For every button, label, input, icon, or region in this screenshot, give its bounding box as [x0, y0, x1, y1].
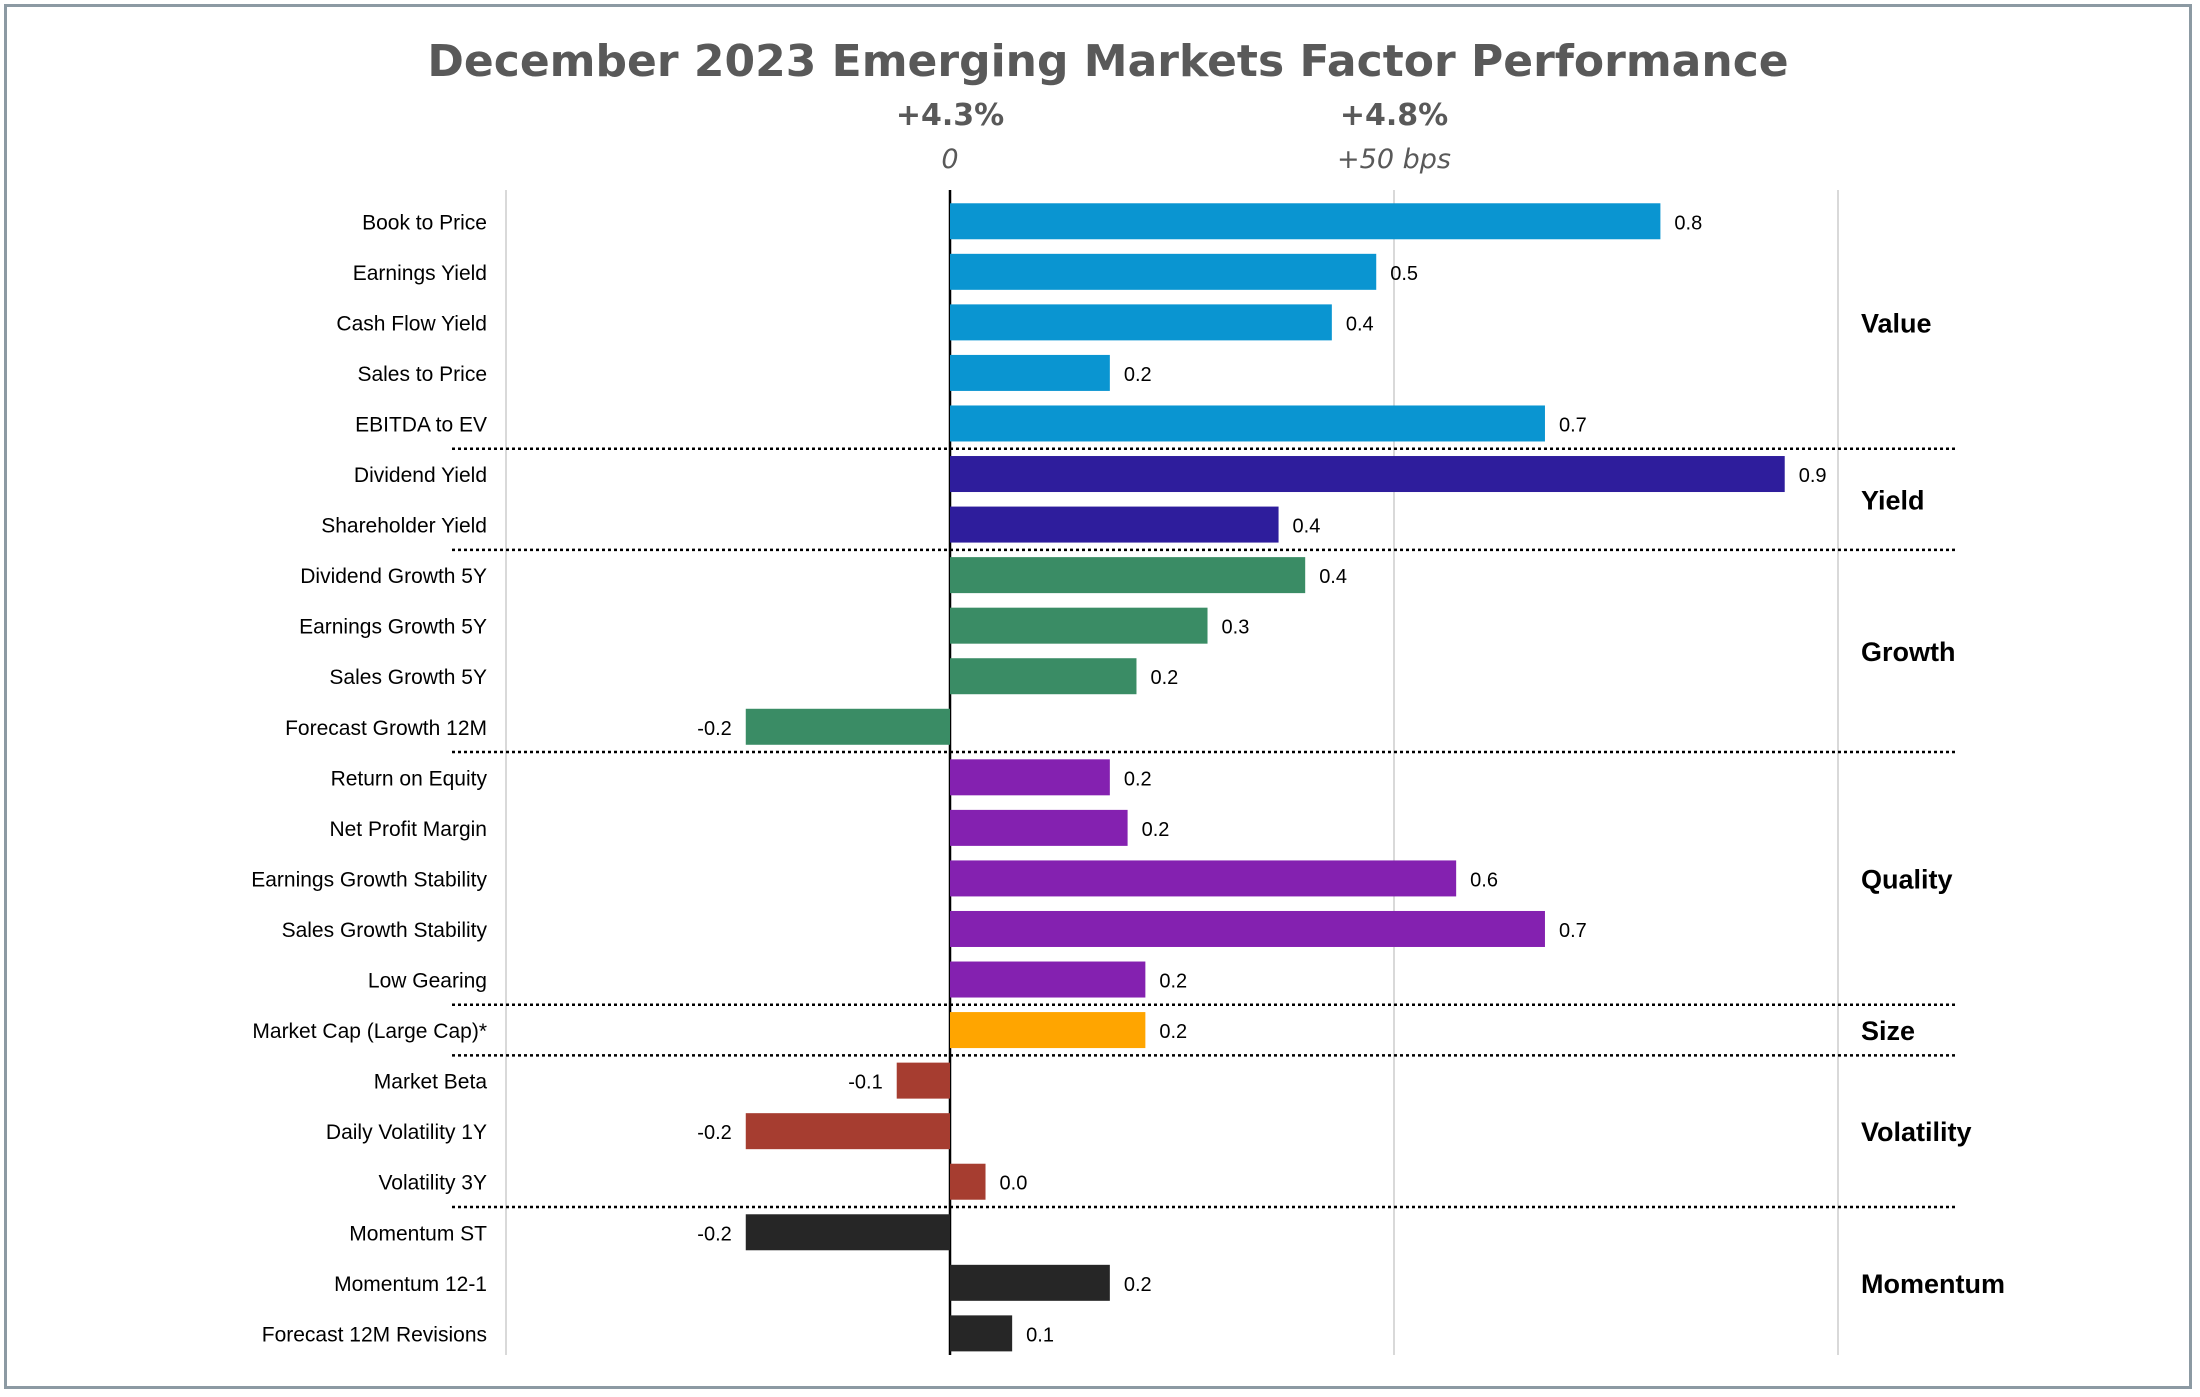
gridlines: [505, 190, 1839, 1355]
category-label: Dividend Yield: [354, 464, 487, 487]
benchmark-return-label: +4.8%: [1340, 98, 1448, 133]
category-label: Earnings Yield: [353, 262, 487, 285]
data-label: 0.6: [1470, 869, 1498, 891]
category-label: Return on Equity: [331, 767, 488, 790]
category-label: Volatility 3Y: [378, 1172, 487, 1195]
benchmark-labels: +4.3% 0 +4.8% +50 bps: [896, 98, 1451, 175]
data-label: 0.7: [1559, 414, 1587, 436]
category-label: Forecast 12M Revisions: [262, 1323, 487, 1346]
group-label-volatility: Volatility: [1861, 1117, 1972, 1147]
category-labels: Book to Price Earnings Yield Cash Flow Yie…: [251, 211, 487, 1346]
data-label: 0.2: [1159, 1021, 1187, 1043]
bar-sales-to-price: [950, 354, 1110, 391]
category-label: Forecast Growth 12M: [285, 717, 487, 740]
data-label: -0.2: [697, 718, 731, 740]
data-label: 0.5: [1390, 263, 1418, 285]
data-label: -0.2: [697, 1122, 731, 1144]
bar-low-gearing: [950, 961, 1146, 998]
data-label: 0.2: [1124, 1274, 1152, 1296]
benchmark-offset-label: 0: [941, 144, 958, 175]
data-label: -0.1: [848, 1072, 882, 1094]
bar-net-profit-margin: [950, 809, 1128, 846]
category-label: Sales Growth 5Y: [329, 666, 487, 689]
group-label-momentum: Momentum: [1861, 1269, 2005, 1299]
category-label: Sales Growth Stability: [282, 919, 488, 942]
bars: [745, 203, 1785, 1352]
group-label-size: Size: [1861, 1016, 1915, 1046]
bar-forecast-12m-revisions: [950, 1315, 1013, 1352]
bar-earnings-growth-stability: [950, 860, 1457, 897]
category-label: Daily Volatility 1Y: [326, 1121, 487, 1144]
bar-sales-growth-stability: [950, 910, 1545, 947]
data-label: 0.0: [1000, 1173, 1028, 1195]
data-label: 0.9: [1799, 465, 1827, 487]
chart-title: December 2023 Emerging Markets Factor Pe…: [427, 36, 1788, 87]
bar-shareholder-yield: [950, 506, 1279, 543]
category-label: Market Beta: [374, 1071, 488, 1094]
data-label: 0.2: [1124, 768, 1152, 790]
category-label: Dividend Growth 5Y: [300, 565, 487, 588]
data-labels: 0.8 0.5 0.4 0.2 0.7 0.9 0.4 0.4 0.3 0.2 -0.2 0.2 0.2…: [697, 212, 1826, 1346]
bar-ebitda-to-ev: [950, 405, 1545, 442]
data-label: 0.7: [1559, 920, 1587, 942]
category-label: Book to Price: [362, 211, 487, 234]
bar-daily-volatility-1y: [745, 1113, 950, 1150]
bar-forecast-growth-12m: [745, 708, 950, 745]
category-label: Earnings Growth Stability: [251, 868, 487, 891]
bar-dividend-yield: [950, 456, 1785, 493]
bar-sales-growth-5y: [950, 658, 1137, 695]
category-label: Net Profit Margin: [329, 818, 487, 841]
category-label: Earnings Growth 5Y: [299, 616, 487, 639]
bar-momentum-st: [745, 1214, 950, 1251]
benchmark-offset-label: +50 bps: [1337, 144, 1451, 175]
benchmark-return-label: +4.3%: [896, 98, 1004, 133]
bar-return-on-equity: [950, 759, 1110, 796]
category-label: Momentum 12-1: [334, 1273, 487, 1296]
group-separators: [452, 447, 1955, 1209]
data-label: 0.2: [1142, 819, 1170, 841]
group-label-yield: Yield: [1861, 485, 1925, 515]
bar-earnings-growth-5y: [950, 607, 1208, 644]
category-label: Sales to Price: [357, 363, 487, 386]
bar-momentum-12-1: [950, 1264, 1110, 1301]
data-label: 0.2: [1124, 364, 1152, 386]
bar-book-to-price: [950, 203, 1661, 240]
category-label: Cash Flow Yield: [336, 312, 487, 335]
bar-cash-flow-yield: [950, 304, 1332, 341]
group-labels: Value Yield Growth Quality Size Volatility Mom…: [1861, 308, 2005, 1298]
category-label: Shareholder Yield: [321, 515, 487, 538]
data-label: 0.4: [1346, 313, 1374, 335]
chart-frame: [4, 4, 2192, 1389]
bar-volatility-3y: [950, 1163, 986, 1200]
data-label: 0.8: [1674, 212, 1702, 234]
data-label: 0.1: [1026, 1324, 1054, 1346]
group-label-growth: Growth: [1861, 637, 1956, 667]
bar-market-beta: [896, 1062, 950, 1099]
data-label: 0.3: [1222, 617, 1250, 639]
data-label: 0.2: [1150, 667, 1178, 689]
data-label: 0.4: [1293, 516, 1321, 538]
group-label-value: Value: [1861, 308, 1932, 338]
category-label: Momentum ST: [349, 1222, 487, 1245]
category-label: EBITDA to EV: [355, 413, 487, 436]
bar-market-cap-large-cap: [950, 1012, 1146, 1049]
category-label: Low Gearing: [368, 970, 487, 993]
data-label: 0.4: [1319, 566, 1347, 588]
group-label-quality: Quality: [1861, 864, 1953, 894]
category-label: Market Cap (Large Cap)*: [252, 1020, 487, 1043]
bar-earnings-yield: [950, 253, 1377, 290]
data-label: -0.2: [697, 1223, 731, 1245]
data-label: 0.2: [1159, 971, 1187, 993]
bar-dividend-growth-5y: [950, 557, 1306, 594]
